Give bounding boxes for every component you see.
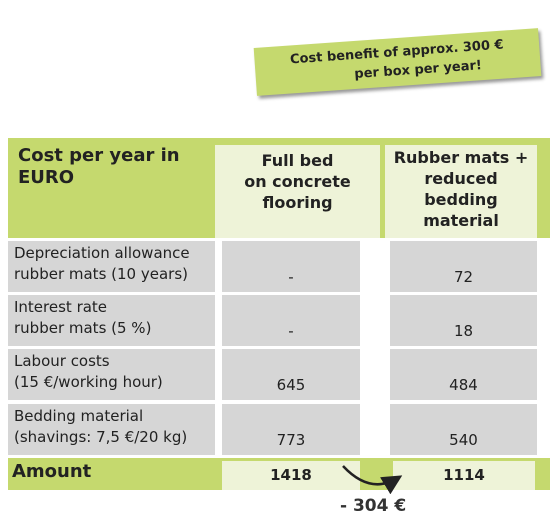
row-label: Interest rate rubber mats (5 %)	[8, 295, 215, 346]
header-text: bedding	[424, 190, 498, 209]
cell: -	[222, 241, 360, 292]
row-label-line: Bedding material	[14, 407, 144, 425]
cell: 645	[222, 349, 360, 400]
header-cell: Cost per year in EURO	[18, 145, 180, 189]
row-label: Bedding material (shavings: 7,5 €/20 kg)	[8, 404, 215, 455]
row-label-line: rubber mats (10 years)	[14, 265, 188, 283]
total-cell: 1418	[222, 461, 360, 490]
row-label-line: (15 €/working hour)	[14, 373, 163, 391]
row-label-line: Depreciation allowance	[14, 244, 190, 262]
header-text: Cost per year in	[18, 145, 180, 166]
row-label: Labour costs (15 €/working hour)	[8, 349, 215, 400]
header-text: Rubber mats +	[393, 148, 529, 167]
header-cell: Rubber mats + reduced bedding material	[385, 145, 537, 238]
header-text: flooring	[262, 193, 333, 212]
cell: -	[222, 295, 360, 346]
total-cell: 1114	[393, 461, 535, 490]
row-label-line: rubber mats (5 %)	[14, 319, 152, 337]
cell: 18	[390, 295, 537, 346]
banner: Cost benefit of approx. 300 € per box pe…	[253, 28, 542, 96]
header-text: Full bed	[261, 151, 334, 170]
total-label: Amount	[12, 461, 92, 482]
header-text: on concrete	[244, 172, 351, 191]
header-text: material	[423, 211, 499, 230]
cell: 484	[390, 349, 537, 400]
cell: 773	[222, 404, 360, 455]
row-label-line: Interest rate	[14, 298, 108, 316]
row-label: Depreciation allowance rubber mats (10 ye…	[8, 241, 215, 292]
cell: 72	[390, 241, 537, 292]
header-cell: Full bed on concrete flooring	[215, 145, 380, 238]
row-label-line: (shavings: 7,5 €/20 kg)	[14, 428, 188, 446]
row-label-line: Labour costs	[14, 352, 110, 370]
difference: - 304 €	[340, 496, 407, 516]
header-text: EURO	[18, 167, 75, 188]
cell: 540	[390, 404, 537, 455]
header-text: reduced	[424, 169, 498, 188]
